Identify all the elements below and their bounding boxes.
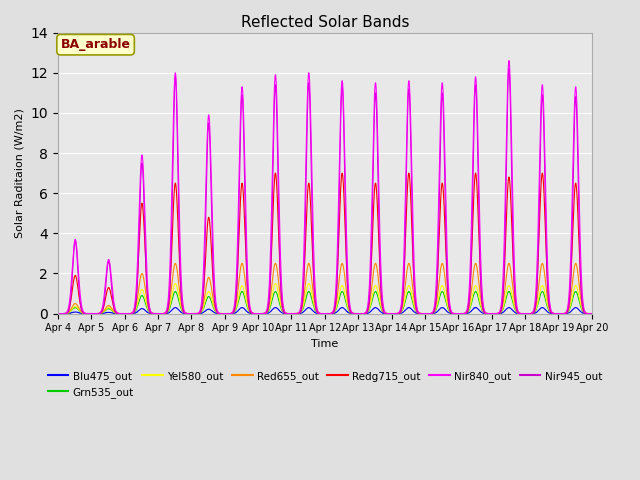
Red655_out [372,261,380,266]
Redg715_out [582,311,590,316]
Yel580_out [54,311,62,316]
Legend: Blu475_out, Grn535_out, Yel580_out, Red655_out, Redg715_out, Nir840_out, Nir945_: Blu475_out, Grn535_out, Yel580_out, Red6… [44,367,606,402]
Yel580_out [272,280,280,286]
Grn535_out [238,288,246,294]
Blu475_out [582,311,589,316]
Nir945_out [394,311,401,316]
Grn535_out [588,311,596,316]
Nir945_out [507,104,515,109]
Red655_out [582,310,589,316]
Line: Blu475_out: Blu475_out [58,308,592,313]
Yel580_out [507,285,515,291]
Y-axis label: Solar Raditaion (W/m2): Solar Raditaion (W/m2) [15,108,25,238]
Yel580_out [164,309,172,315]
Red655_out [588,311,596,316]
Blu475_out [506,305,514,311]
Yel580_out [474,291,482,297]
Line: Grn535_out: Grn535_out [58,291,592,313]
Nir840_out [507,86,515,92]
Nir945_out [505,66,513,72]
Blu475_out [474,306,482,312]
Redg715_out [474,220,482,226]
Line: Red655_out: Red655_out [58,264,592,313]
Nir945_out [582,311,590,316]
Yel580_out [582,311,590,316]
Blu475_out [440,306,448,312]
Grn535_out [54,311,61,316]
Nir945_out [55,311,63,316]
Nir945_out [164,309,172,315]
Blu475_out [394,311,401,316]
Redg715_out [507,190,515,195]
Nir840_out [474,150,482,156]
Nir840_out [54,311,61,316]
Nir840_out [588,311,596,316]
Nir945_out [474,177,482,182]
Nir945_out [440,146,448,152]
Nir945_out [588,311,596,316]
Line: Nir840_out: Nir840_out [58,60,592,313]
Grn535_out [507,291,515,297]
Redg715_out [394,311,401,316]
Grn535_out [440,293,448,299]
Redg715_out [164,307,172,312]
Nir945_out [54,311,61,316]
Grn535_out [164,310,172,315]
Nir840_out [394,311,401,316]
Grn535_out [394,311,401,316]
Yel580_out [440,288,448,294]
X-axis label: Time: Time [311,339,339,349]
Grn535_out [54,311,62,316]
Redg715_out [54,311,62,316]
Title: Reflected Solar Bands: Reflected Solar Bands [241,15,409,30]
Red655_out [394,311,401,316]
Nir840_out [505,58,513,63]
Nir840_out [54,311,62,316]
Line: Redg715_out: Redg715_out [58,173,592,313]
Redg715_out [472,170,479,176]
Redg715_out [54,311,61,316]
Red655_out [163,308,171,314]
Line: Yel580_out: Yel580_out [58,283,592,313]
Yel580_out [394,311,401,316]
Red655_out [440,268,448,274]
Yel580_out [588,311,596,316]
Blu475_out [372,305,380,311]
Redg715_out [440,205,448,211]
Nir840_out [582,310,590,316]
Yel580_out [54,311,61,316]
Line: Nir945_out: Nir945_out [58,69,592,313]
Blu475_out [163,311,171,316]
Redg715_out [588,311,596,316]
Red655_out [54,311,61,316]
Red655_out [474,274,482,280]
Grn535_out [474,295,482,301]
Grn535_out [582,311,590,316]
Text: BA_arable: BA_arable [61,38,131,51]
Nir840_out [440,124,448,130]
Red655_out [506,264,514,270]
Nir840_out [164,304,172,310]
Blu475_out [588,311,596,316]
Blu475_out [54,311,61,316]
